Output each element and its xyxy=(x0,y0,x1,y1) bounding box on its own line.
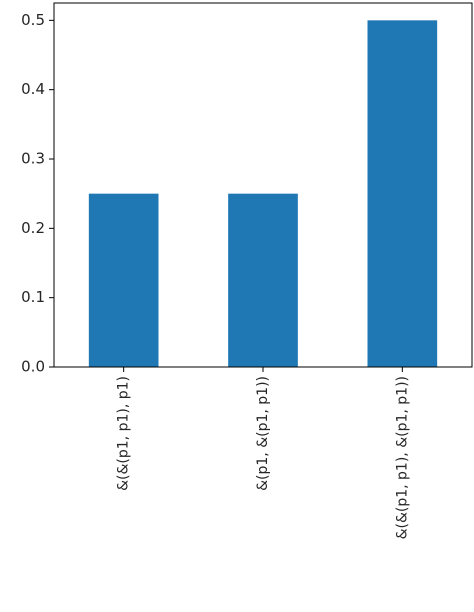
bar-2 xyxy=(367,20,438,367)
bar-1 xyxy=(228,193,298,367)
y-tick-label-0: 0.0 xyxy=(21,358,45,376)
bars-group xyxy=(88,20,438,367)
x-axis: &(&(p1, p1), p1) &(p1, &(p1, p1)) &(&(p1, … xyxy=(116,367,410,539)
y-tick-label-5: 0.5 xyxy=(21,11,45,29)
x-tick-label-0: &(&(p1, p1), p1) xyxy=(116,376,132,491)
y-tick-label-1: 0.1 xyxy=(21,288,45,306)
x-tick-label-2: &(&(p1, p1), &(p1, p1)) xyxy=(394,376,410,539)
y-tick-label-3: 0.3 xyxy=(21,150,45,168)
y-tick-label-4: 0.4 xyxy=(21,80,45,98)
x-tick-label-1: &(p1, &(p1, p1)) xyxy=(255,376,271,491)
y-axis: 0.0 0.1 0.2 0.3 0.4 0.5 xyxy=(21,11,54,376)
y-tick-label-2: 0.2 xyxy=(21,219,45,237)
plot-frame xyxy=(53,2,473,368)
bar-0 xyxy=(88,193,159,367)
